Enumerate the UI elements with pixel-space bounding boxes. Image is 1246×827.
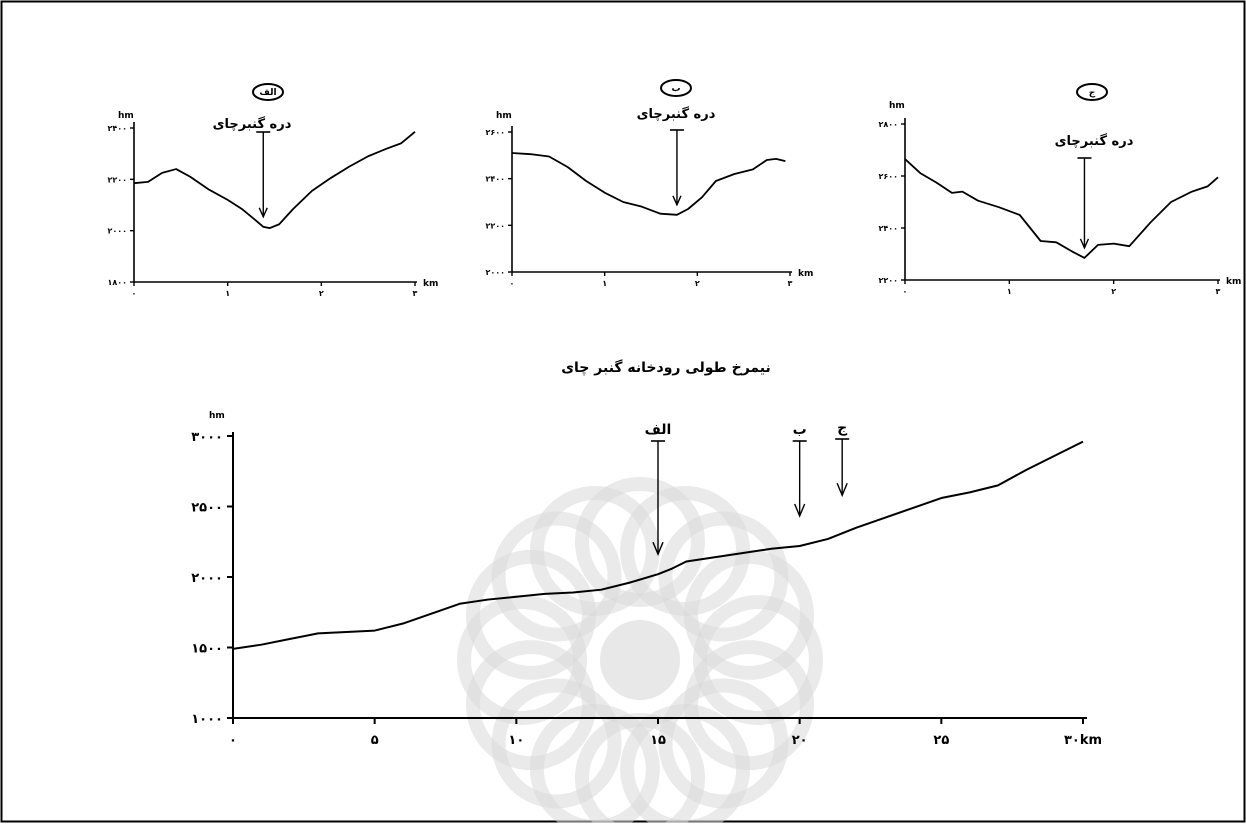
- y-tick-label: ۲۵۰۰: [191, 501, 223, 516]
- y-axis-unit-label: hm: [889, 101, 905, 111]
- profile-line: [904, 158, 1219, 259]
- watermark-petal: [465, 640, 596, 771]
- x-tick-label: ۳: [1216, 287, 1221, 296]
- x-axis-unit-label: km: [798, 269, 813, 279]
- x-tick-label: ۵: [371, 733, 379, 748]
- x-axis-unit-label: km: [423, 279, 438, 289]
- watermark-petal: [620, 704, 751, 827]
- x-tick-label: ۱: [1007, 287, 1012, 296]
- x-axis-unit-label: km: [1226, 277, 1241, 287]
- arrow-head: [1079, 238, 1090, 250]
- x-tick-label: ۳: [413, 289, 418, 298]
- watermark-petal: [684, 549, 815, 680]
- y-tick-label: ۲۶۰۰: [878, 172, 898, 181]
- x-tick-label: ۱: [225, 289, 230, 298]
- badge-ellipse: [1076, 83, 1108, 101]
- y-tick-label: ۲۸۰۰: [878, 120, 898, 129]
- watermark-petal: [658, 678, 789, 809]
- marker-arrowhead: [652, 541, 664, 556]
- watermark-petal: [575, 477, 705, 607]
- valley-annotation: دره گنبرچای: [213, 116, 292, 132]
- y-tick-label: ۲۶۰۰: [485, 128, 505, 137]
- profile-line: [511, 152, 786, 216]
- x-tick-label: ۲۵: [933, 733, 949, 748]
- marker-arrowhead: [836, 483, 848, 498]
- marker-label: الف: [645, 422, 672, 438]
- y-tick-label: ۲۴۰۰: [107, 124, 127, 133]
- y-axis-unit-label: hm: [118, 111, 134, 121]
- valley-annotation: دره گنبرچای: [1055, 133, 1134, 149]
- cross-profile-chart-c: ۲۲۰۰ ۲۴۰۰ ۲۶۰۰ ۲۸۰۰ ۰ ۱ ۲ ۳ hm km ج دره گنبرچای: [878, 83, 1241, 296]
- watermark-petal: [575, 713, 705, 827]
- y-tick-label: ۲۰۰۰: [107, 227, 127, 236]
- profile-line: [232, 440, 1084, 650]
- x-tick-label: ۲۰: [792, 733, 808, 748]
- longitudinal-profile-chart: ۱۰۰۰ ۱۵۰۰ ۲۰۰۰ ۲۵۰۰ ۳۰۰۰ ۰ ۵ ۱۰ ۱۵ ۲۰ ۲۵ ۳۰km hm نیمر…: [191, 359, 1102, 748]
- y-tick-label: ۱۸۰۰: [107, 278, 127, 287]
- y-tick-label: ۲۲۰۰: [107, 175, 127, 184]
- watermark-petal: [529, 485, 660, 616]
- watermark-center: [600, 620, 680, 700]
- main-chart-title: نیمرخ طولی رودخانه گنبر چای: [561, 359, 771, 376]
- y-tick-label: ۱۰۰۰: [191, 712, 223, 727]
- cross-profile-chart-b: ۲۰۰۰ ۲۲۰۰ ۲۴۰۰ ۲۶۰۰ ۰ ۱ ۲ ۳ hm km ب دره گنبرچای: [485, 79, 813, 288]
- y-tick-label: ۲۴۰۰: [485, 175, 505, 184]
- cross-profile-chart-a: ۱۸۰۰ ۲۰۰۰ ۲۲۰۰ ۲۴۰۰ ۰ ۱ ۲ ۳ hm km الف دره گنبرچای: [107, 83, 438, 298]
- valley-annotation: دره گنبرچای: [637, 106, 716, 122]
- badge-label: ج: [1089, 88, 1096, 98]
- badge-label: ب: [671, 84, 680, 94]
- watermark-rosette: [457, 477, 823, 827]
- y-axis-unit-label: hm: [209, 411, 225, 421]
- x-tick-label: ۰: [132, 289, 137, 298]
- marker-label: ب: [793, 422, 807, 438]
- badge-label: الف: [259, 88, 276, 98]
- x-tick-label: ۱۰: [508, 733, 524, 748]
- y-tick-label: ۲۴۰۰: [878, 224, 898, 233]
- arrow-head: [258, 207, 268, 219]
- x-tick-label: ۰: [229, 733, 237, 748]
- x-tick-label: ۱۵: [650, 733, 666, 748]
- x-tick-label: ۳: [788, 279, 793, 288]
- x-tick-label: ۳۰km: [1064, 733, 1102, 748]
- watermark-petal: [491, 511, 622, 642]
- watermark-petal: [658, 511, 789, 642]
- arrow-head: [672, 195, 682, 207]
- x-tick-label: ۲: [319, 289, 324, 298]
- y-tick-label: ۲۰۰۰: [485, 268, 505, 277]
- watermark-petal: [491, 678, 622, 809]
- y-tick-label: ۲۲۰۰: [878, 276, 898, 285]
- y-tick-label: ۲۲۰۰: [485, 221, 505, 230]
- y-tick-label: ۱۵۰۰: [191, 642, 223, 657]
- badge-ellipse: [252, 83, 284, 101]
- y-axis-unit-label: hm: [496, 111, 512, 121]
- x-tick-label: ۲: [1111, 287, 1116, 296]
- x-tick-label: ۰: [510, 279, 515, 288]
- x-tick-label: ۰: [903, 287, 908, 296]
- x-tick-label: ۱: [602, 279, 607, 288]
- x-tick-label: ۲: [695, 279, 700, 288]
- profile-line: [133, 131, 416, 230]
- y-tick-label: ۲۰۰۰: [191, 571, 223, 586]
- badge-ellipse: [660, 79, 692, 97]
- marker-label: ج: [837, 420, 848, 436]
- y-tick-label: ۳۰۰۰: [191, 430, 223, 445]
- marker-arrowhead: [794, 503, 806, 518]
